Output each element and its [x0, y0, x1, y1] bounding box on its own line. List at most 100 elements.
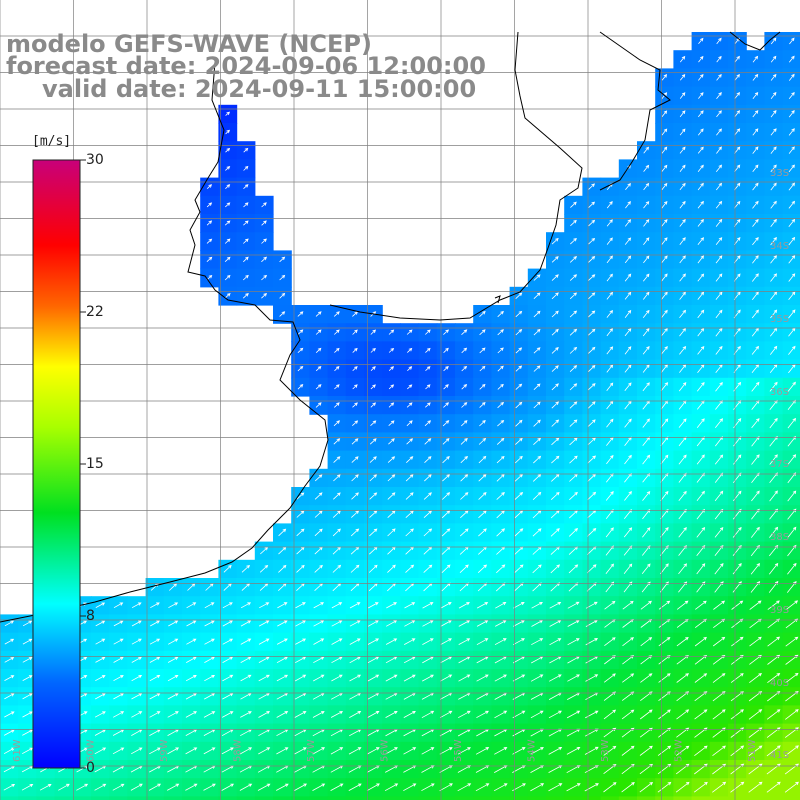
wind-arrow: [403, 656, 416, 664]
wind-arrow: [222, 674, 234, 682]
wind-cell: [473, 778, 492, 797]
lon-label: 51W: [747, 739, 758, 762]
wind-cell: [145, 687, 165, 706]
wind-cell: [345, 669, 365, 688]
wind-cell: [200, 578, 219, 597]
wind-cell: [764, 796, 784, 800]
wind-arrow: [112, 747, 125, 755]
wind-arrow: [785, 672, 799, 684]
wind-arrow: [570, 237, 577, 245]
wind-arrow: [423, 528, 433, 537]
colorbar-tick-22: 22: [86, 304, 104, 320]
wind-arrow: [788, 91, 795, 100]
wind-arrow: [277, 602, 288, 609]
wind-cell: [491, 760, 511, 779]
wind-cell: [309, 578, 329, 597]
wind-cell: [473, 741, 492, 761]
wind-arrow: [731, 600, 744, 610]
wind-cell: [455, 596, 474, 615]
wind-arrow: [422, 638, 434, 645]
wind-arrow: [369, 438, 377, 445]
wind-arrow: [606, 291, 614, 300]
wind-arrow: [623, 563, 633, 574]
wind-cell: [291, 505, 310, 524]
wind-cell: [691, 487, 711, 506]
wind-cell: [728, 578, 747, 597]
wind-cell: [182, 614, 201, 634]
wind-arrow: [113, 675, 124, 682]
wind-cell: [764, 723, 784, 743]
wind-arrow: [39, 784, 52, 791]
wind-cell: [527, 359, 547, 379]
wind-cell: [618, 232, 638, 251]
wind-cell: [728, 50, 747, 69]
wind-cell: [273, 778, 292, 797]
wind-cell: [436, 723, 456, 743]
wind-cell: [582, 541, 602, 561]
wind-arrow: [370, 366, 376, 371]
wind-cell: [582, 377, 602, 397]
wind-cell: [637, 559, 656, 579]
wind-cell: [127, 796, 147, 800]
wind-cell: [400, 377, 420, 397]
wind-cell: [691, 723, 711, 743]
wind-cell: [254, 578, 274, 597]
wind-cell: [564, 195, 583, 215]
wind-arrow: [604, 600, 616, 610]
wind-arrow: [186, 656, 197, 663]
wind-cell: [655, 68, 674, 88]
wind-cell: [145, 760, 165, 779]
wind-cell: [309, 523, 329, 543]
wind-arrow: [167, 675, 179, 682]
wind-cell: [109, 760, 128, 779]
wind-cell: [600, 687, 620, 706]
wind-cell: [491, 396, 511, 415]
wind-arrow: [749, 636, 762, 647]
wind-cell: [527, 778, 547, 797]
wind-arrow: [676, 655, 689, 665]
wind-arrow: [716, 55, 722, 63]
wind-arrow: [384, 783, 399, 792]
wind-arrow: [550, 491, 560, 500]
wind-arrow: [476, 620, 489, 627]
wind-cell: [546, 305, 565, 324]
wind-arrow: [168, 638, 179, 645]
wind-cell: [455, 796, 474, 800]
wind-cell: [637, 723, 656, 743]
wind-cell: [764, 141, 784, 160]
wind-arrow: [297, 365, 304, 372]
wind-arrow: [676, 600, 689, 610]
wind-arrow: [313, 638, 325, 645]
wind-cell: [382, 341, 401, 361]
wind-cell: [18, 741, 37, 761]
wind-cell: [618, 705, 638, 725]
wind-cell: [364, 614, 383, 634]
wind-cell: [673, 778, 693, 797]
wind-cell: [509, 505, 529, 524]
wind-cell: [491, 650, 511, 670]
wind-arrow: [766, 709, 781, 720]
wind-arrow: [550, 564, 561, 574]
wind-cell: [345, 487, 365, 506]
wind-arrow: [788, 182, 796, 191]
wind-arrow: [606, 346, 614, 355]
lat-label: 40S: [770, 678, 789, 689]
wind-arrow: [497, 347, 504, 354]
wind-cell: [728, 596, 747, 615]
wind-arrow: [640, 655, 653, 665]
wind-cell: [473, 450, 492, 470]
wind-cell: [327, 723, 347, 743]
wind-arrow: [459, 564, 469, 573]
wind-cell: [746, 796, 765, 800]
wind-cell: [637, 760, 656, 779]
wind-arrow: [3, 747, 15, 755]
wind-arrow: [424, 438, 432, 445]
wind-arrow: [694, 673, 708, 683]
wind-cell: [182, 687, 201, 706]
wind-cell: [709, 305, 729, 324]
wind-cell: [618, 741, 638, 761]
wind-arrow: [406, 456, 414, 463]
wind-arrow: [679, 237, 686, 246]
wind-cell: [473, 396, 492, 415]
wind-cell: [691, 68, 711, 88]
